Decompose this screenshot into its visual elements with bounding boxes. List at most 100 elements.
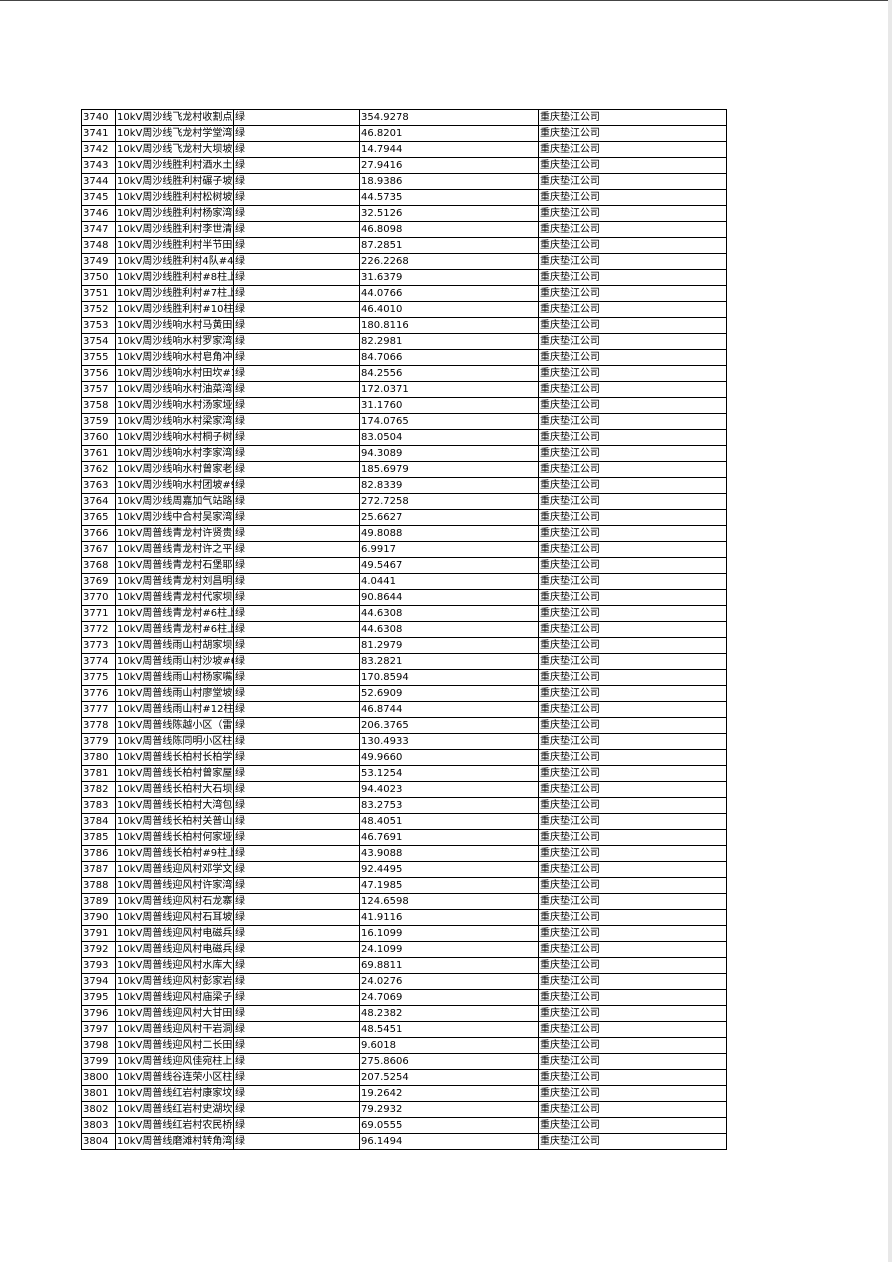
table-row: 3779 10kV周普线陈同明小区柱绿 130.4933 重庆垫江公司 <box>81 733 727 750</box>
row-color: 绿 <box>233 205 360 222</box>
row-color: 绿 <box>233 189 360 206</box>
row-color: 绿 <box>233 397 360 414</box>
row-name: 10kV周普线长柏村#9柱上 <box>115 845 234 862</box>
row-value: 49.8088 <box>359 525 539 542</box>
row-value: 4.0441 <box>359 573 539 590</box>
row-company: 重庆垫江公司 <box>538 973 727 990</box>
table-row: 3770 10kV周普线青龙村代家坝绿 90.8644 重庆垫江公司 <box>81 589 727 606</box>
row-name: 10kV周普线青龙村石堡耶 <box>115 557 234 574</box>
row-name: 10kV周沙线胜利村#7柱上 <box>115 285 234 302</box>
row-color: 绿 <box>233 557 360 574</box>
table-row: 3774 10kV周普线雨山村沙坡#6 绿 83.2821 重庆垫江公司 <box>81 653 727 670</box>
row-id: 3774 <box>81 653 116 670</box>
row-value: 32.5126 <box>359 205 539 222</box>
row-value: 96.1494 <box>359 1133 539 1150</box>
row-value: 48.5451 <box>359 1021 539 1038</box>
row-value: 354.9278 <box>359 109 539 126</box>
row-value: 46.7691 <box>359 829 539 846</box>
row-color: 绿 <box>233 157 360 174</box>
row-id: 3748 <box>81 237 116 254</box>
row-company: 重庆垫江公司 <box>538 333 727 350</box>
row-id: 3743 <box>81 157 116 174</box>
row-color: 绿 <box>233 349 360 366</box>
row-value: 48.4051 <box>359 813 539 830</box>
row-id: 3766 <box>81 525 116 542</box>
row-value: 53.1254 <box>359 765 539 782</box>
row-color: 绿 <box>233 909 360 926</box>
row-color: 绿 <box>233 749 360 766</box>
row-name: 10kV周沙线胜利村#10柱 <box>115 301 234 318</box>
row-id: 3792 <box>81 941 116 958</box>
row-color: 绿 <box>233 445 360 462</box>
row-color: 绿 <box>233 317 360 334</box>
row-value: 226.2268 <box>359 253 539 270</box>
row-company: 重庆垫江公司 <box>538 957 727 974</box>
table-row: 3777 10kV周普线雨山村#12柱绿 46.8744 重庆垫江公司 <box>81 701 727 718</box>
table-row: 3773 10kV周普线雨山村胡家坝绿 81.2979 重庆垫江公司 <box>81 637 727 654</box>
table-row: 3759 10kV周沙线响水村梁家湾绿 174.0765 重庆垫江公司 <box>81 413 727 430</box>
row-value: 46.8201 <box>359 125 539 142</box>
row-company: 重庆垫江公司 <box>538 317 727 334</box>
table-row: 3795 10kV周普线迎风村庙梁子绿 24.7069 重庆垫江公司 <box>81 989 727 1006</box>
row-color: 绿 <box>233 1069 360 1086</box>
row-id: 3793 <box>81 957 116 974</box>
row-company: 重庆垫江公司 <box>538 445 727 462</box>
row-company: 重庆垫江公司 <box>538 877 727 894</box>
table-row: 3796 10kV周普线迎风村大甘田绿 48.2382 重庆垫江公司 <box>81 1005 727 1022</box>
row-color: 绿 <box>233 109 360 126</box>
row-color: 绿 <box>233 813 360 830</box>
table-row: 3771 10kV周普线青龙村#6柱上绿 44.6308 重庆垫江公司 <box>81 605 727 622</box>
row-id: 3765 <box>81 509 116 526</box>
row-company: 重庆垫江公司 <box>538 1005 727 1022</box>
table-row: 3742 10kV周沙线飞龙村大坝坡绿 14.7944 重庆垫江公司 <box>81 141 727 158</box>
row-name: 10kV周普线迎风村水库大 <box>115 957 234 974</box>
row-color: 绿 <box>233 1133 360 1150</box>
row-name: 10kV周普线雨山村杨家嘴 <box>115 669 234 686</box>
table-row: 3751 10kV周沙线胜利村#7柱上绿 44.0766 重庆垫江公司 <box>81 285 727 302</box>
row-color: 绿 <box>233 637 360 654</box>
row-color: 绿 <box>233 1005 360 1022</box>
row-name: 10kV周普线迎风村石耳坡 <box>115 909 234 926</box>
row-value: 31.1760 <box>359 397 539 414</box>
row-id: 3762 <box>81 461 116 478</box>
row-company: 重庆垫江公司 <box>538 477 727 494</box>
table-row: 3794 10kV周普线迎风村彭家岩绿 24.0276 重庆垫江公司 <box>81 973 727 990</box>
row-id: 3758 <box>81 397 116 414</box>
table-row: 3750 10kV周沙线胜利村#8柱上绿 31.6379 重庆垫江公司 <box>81 269 727 286</box>
row-color: 绿 <box>233 797 360 814</box>
row-company: 重庆垫江公司 <box>538 733 727 750</box>
row-value: 87.2851 <box>359 237 539 254</box>
table-row: 3758 10kV周沙线响水村汤家垭绿 31.1760 重庆垫江公司 <box>81 397 727 414</box>
row-value: 207.5254 <box>359 1069 539 1086</box>
row-name: 10kV周普线迎风佳宛柱上 <box>115 1053 234 1070</box>
row-company: 重庆垫江公司 <box>538 829 727 846</box>
row-id: 3777 <box>81 701 116 718</box>
table-row: 3803 10kV周普线红岩村农民桥绿 69.0555 重庆垫江公司 <box>81 1117 727 1134</box>
row-company: 重庆垫江公司 <box>538 189 727 206</box>
row-color: 绿 <box>233 429 360 446</box>
row-value: 43.9088 <box>359 845 539 862</box>
row-company: 重庆垫江公司 <box>538 717 727 734</box>
row-value: 46.8744 <box>359 701 539 718</box>
row-value: 41.9116 <box>359 909 539 926</box>
row-company: 重庆垫江公司 <box>538 797 727 814</box>
row-id: 3753 <box>81 317 116 334</box>
table-row: 3788 10kV周普线迎风村许家湾绿 47.1985 重庆垫江公司 <box>81 877 727 894</box>
row-id: 3778 <box>81 717 116 734</box>
row-id: 3785 <box>81 829 116 846</box>
row-company: 重庆垫江公司 <box>538 221 727 238</box>
row-color: 绿 <box>233 861 360 878</box>
row-company: 重庆垫江公司 <box>538 125 727 142</box>
row-name: 10kV周沙线响水村马黄田 <box>115 317 234 334</box>
row-name: 10kV周普线雨山村沙坡#6 <box>115 653 234 670</box>
row-company: 重庆垫江公司 <box>538 1133 727 1150</box>
table-row: 3741 10kV周沙线飞龙村学堂湾绿 46.8201 重庆垫江公司 <box>81 125 727 142</box>
row-company: 重庆垫江公司 <box>538 1053 727 1070</box>
row-name: 10kV周普线青龙村许之平 <box>115 541 234 558</box>
row-name: 10kV周普线迎风村彭家岩 <box>115 973 234 990</box>
table-row: 3768 10kV周普线青龙村石堡耶绿 49.5467 重庆垫江公司 <box>81 557 727 574</box>
row-color: 绿 <box>233 381 360 398</box>
table-row: 3756 10kV周沙线响水村田坎#1 绿 84.2556 重庆垫江公司 <box>81 365 727 382</box>
row-name: 10kV周普线红岩村史湖坎 <box>115 1101 234 1118</box>
row-color: 绿 <box>233 733 360 750</box>
